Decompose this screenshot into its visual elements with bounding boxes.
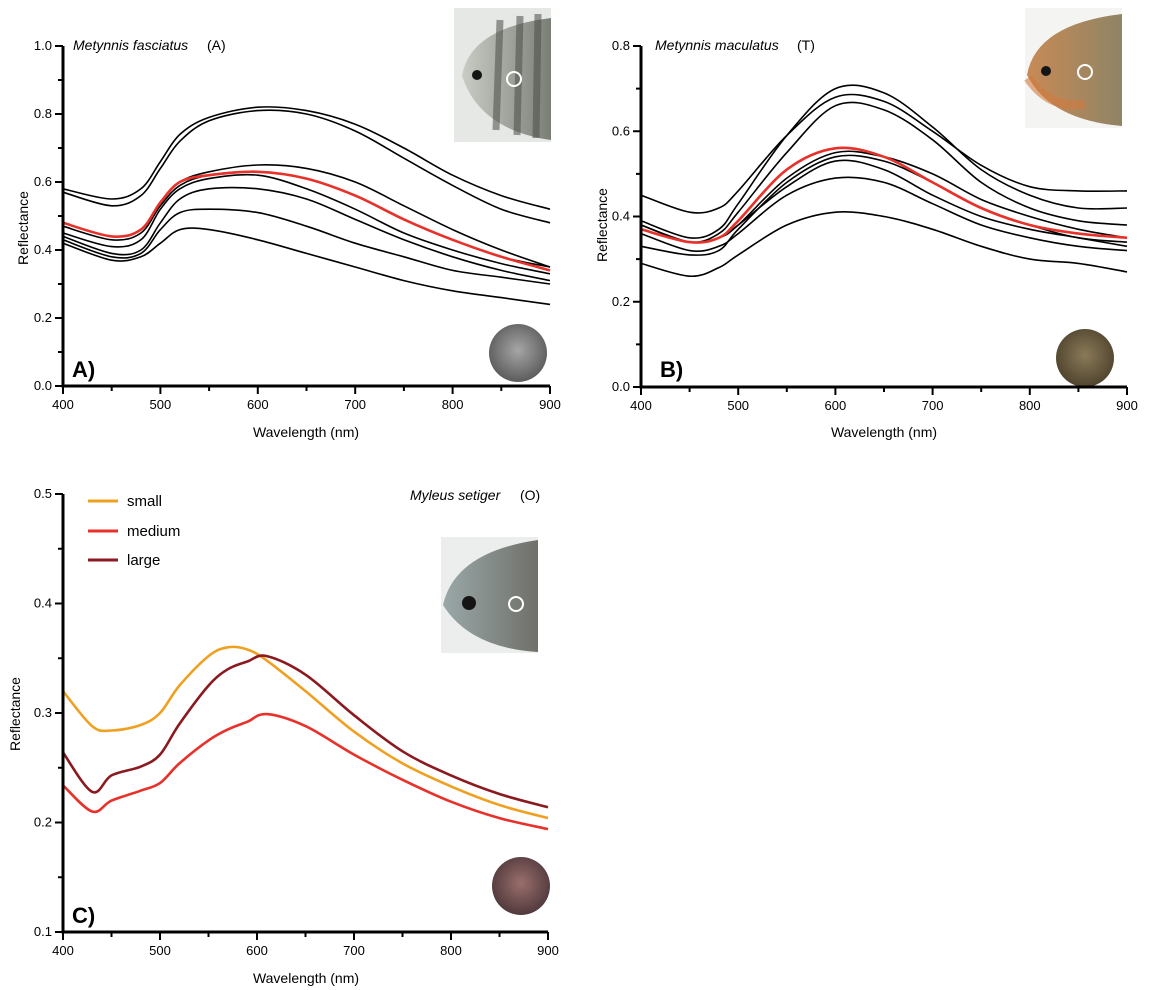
panel-b: 400 500 600 700 800 900 0.0 0.2 0.4 0.6 0.8 Metynn… bbox=[594, 8, 1138, 440]
photo-inset-scale bbox=[492, 857, 550, 915]
species-name: Metynnis fasciatus bbox=[73, 37, 188, 53]
x-tick-label: 700 bbox=[922, 398, 944, 413]
series-line-1 bbox=[62, 109, 551, 224]
photo-inset-scale bbox=[1056, 329, 1114, 387]
x-tick-label: 500 bbox=[149, 943, 171, 958]
x-tick-label: 800 bbox=[442, 397, 464, 412]
photo-inset-fish bbox=[441, 537, 538, 653]
series-line-mean bbox=[62, 170, 551, 272]
y-tick-label: 0.8 bbox=[34, 106, 52, 121]
series-line-small bbox=[61, 645, 549, 820]
y-tick-label: 0.2 bbox=[34, 310, 52, 325]
x-tick-label: 800 bbox=[1019, 398, 1041, 413]
y-tick-label: 0.4 bbox=[34, 242, 52, 257]
x-tick-label: 500 bbox=[727, 398, 749, 413]
legend-label-large: large bbox=[127, 552, 160, 569]
y-tick-label: 0.6 bbox=[612, 123, 630, 138]
y-axis-label: Reflectance bbox=[594, 188, 610, 262]
series-line-2 bbox=[640, 101, 1128, 244]
series-line-5 bbox=[640, 176, 1128, 253]
y-axis-label: Reflectance bbox=[15, 191, 31, 265]
x-tick-label: 400 bbox=[52, 943, 74, 958]
photo-inset-scale bbox=[489, 324, 547, 382]
y-tick-label: 0.1 bbox=[34, 924, 52, 939]
y-tick-label: 0.0 bbox=[34, 378, 52, 393]
x-tick-label: 800 bbox=[440, 943, 462, 958]
series-line-large bbox=[61, 654, 549, 809]
x-tick-label: 900 bbox=[539, 397, 561, 412]
x-axis-label: Wavelength (nm) bbox=[831, 424, 937, 440]
y-axis-label: Reflectance bbox=[7, 677, 23, 751]
panel-letter: B) bbox=[660, 357, 683, 382]
photo-inset-fish bbox=[454, 8, 551, 142]
x-tick-label: 900 bbox=[1116, 398, 1138, 413]
x-tick-label: 700 bbox=[343, 943, 365, 958]
series-line-7 bbox=[62, 227, 551, 306]
species-code: (O) bbox=[520, 487, 540, 503]
photo-inset-fish bbox=[1024, 8, 1122, 128]
x-tick-label: 700 bbox=[344, 397, 366, 412]
x-tick-label: 600 bbox=[825, 398, 847, 413]
series-line-mean bbox=[640, 146, 1128, 244]
series-line-6 bbox=[62, 208, 551, 285]
x-tick-label: 600 bbox=[247, 397, 269, 412]
y-tick-label: 0.4 bbox=[34, 596, 52, 611]
y-tick-label: 0.5 bbox=[34, 486, 52, 501]
x-tick-label: 500 bbox=[150, 397, 172, 412]
x-tick-label: 400 bbox=[630, 398, 652, 413]
x-axis-label: Wavelength (nm) bbox=[253, 424, 359, 440]
series-line-6 bbox=[640, 211, 1128, 278]
x-axis-label: Wavelength (nm) bbox=[253, 970, 359, 986]
y-tick-label: 0.0 bbox=[612, 379, 630, 394]
legend-label-small: small bbox=[127, 493, 162, 510]
species-name: Myleus setiger bbox=[410, 487, 502, 503]
panel-c: 400 500 600 700 800 900 0.1 0.2 0.3 0.4 0.5 small … bbox=[7, 486, 559, 986]
y-tick-label: 0.2 bbox=[34, 815, 52, 830]
legend: small medium large bbox=[88, 493, 180, 569]
series-line-5 bbox=[62, 186, 551, 282]
series-line-1 bbox=[640, 84, 1128, 239]
y-tick-label: 0.6 bbox=[34, 174, 52, 189]
species-name: Metynnis maculatus bbox=[655, 37, 779, 53]
series-line-0 bbox=[62, 106, 551, 210]
y-tick-label: 0.4 bbox=[612, 209, 630, 224]
y-tick-label: 0.3 bbox=[34, 705, 52, 720]
series-line-0 bbox=[640, 93, 1128, 214]
species-code: (A) bbox=[207, 37, 226, 53]
legend-label-medium: medium bbox=[127, 523, 180, 540]
series-line-medium bbox=[62, 712, 549, 831]
y-tick-label: 0.8 bbox=[612, 38, 630, 53]
panel-letter: A) bbox=[72, 357, 95, 382]
species-code: (T) bbox=[797, 37, 815, 53]
x-tick-label: 600 bbox=[246, 943, 268, 958]
panel-letter: C) bbox=[72, 903, 95, 928]
y-tick-label: 1.0 bbox=[34, 38, 52, 53]
x-tick-label: 400 bbox=[52, 397, 74, 412]
x-tick-label: 900 bbox=[537, 943, 559, 958]
series-line-4 bbox=[62, 173, 551, 275]
y-tick-label: 0.2 bbox=[612, 294, 630, 309]
panel-a: 400 500 600 700 800 900 0.0 0.2 0.4 0.6 0.8 1.0 Met… bbox=[15, 8, 561, 440]
